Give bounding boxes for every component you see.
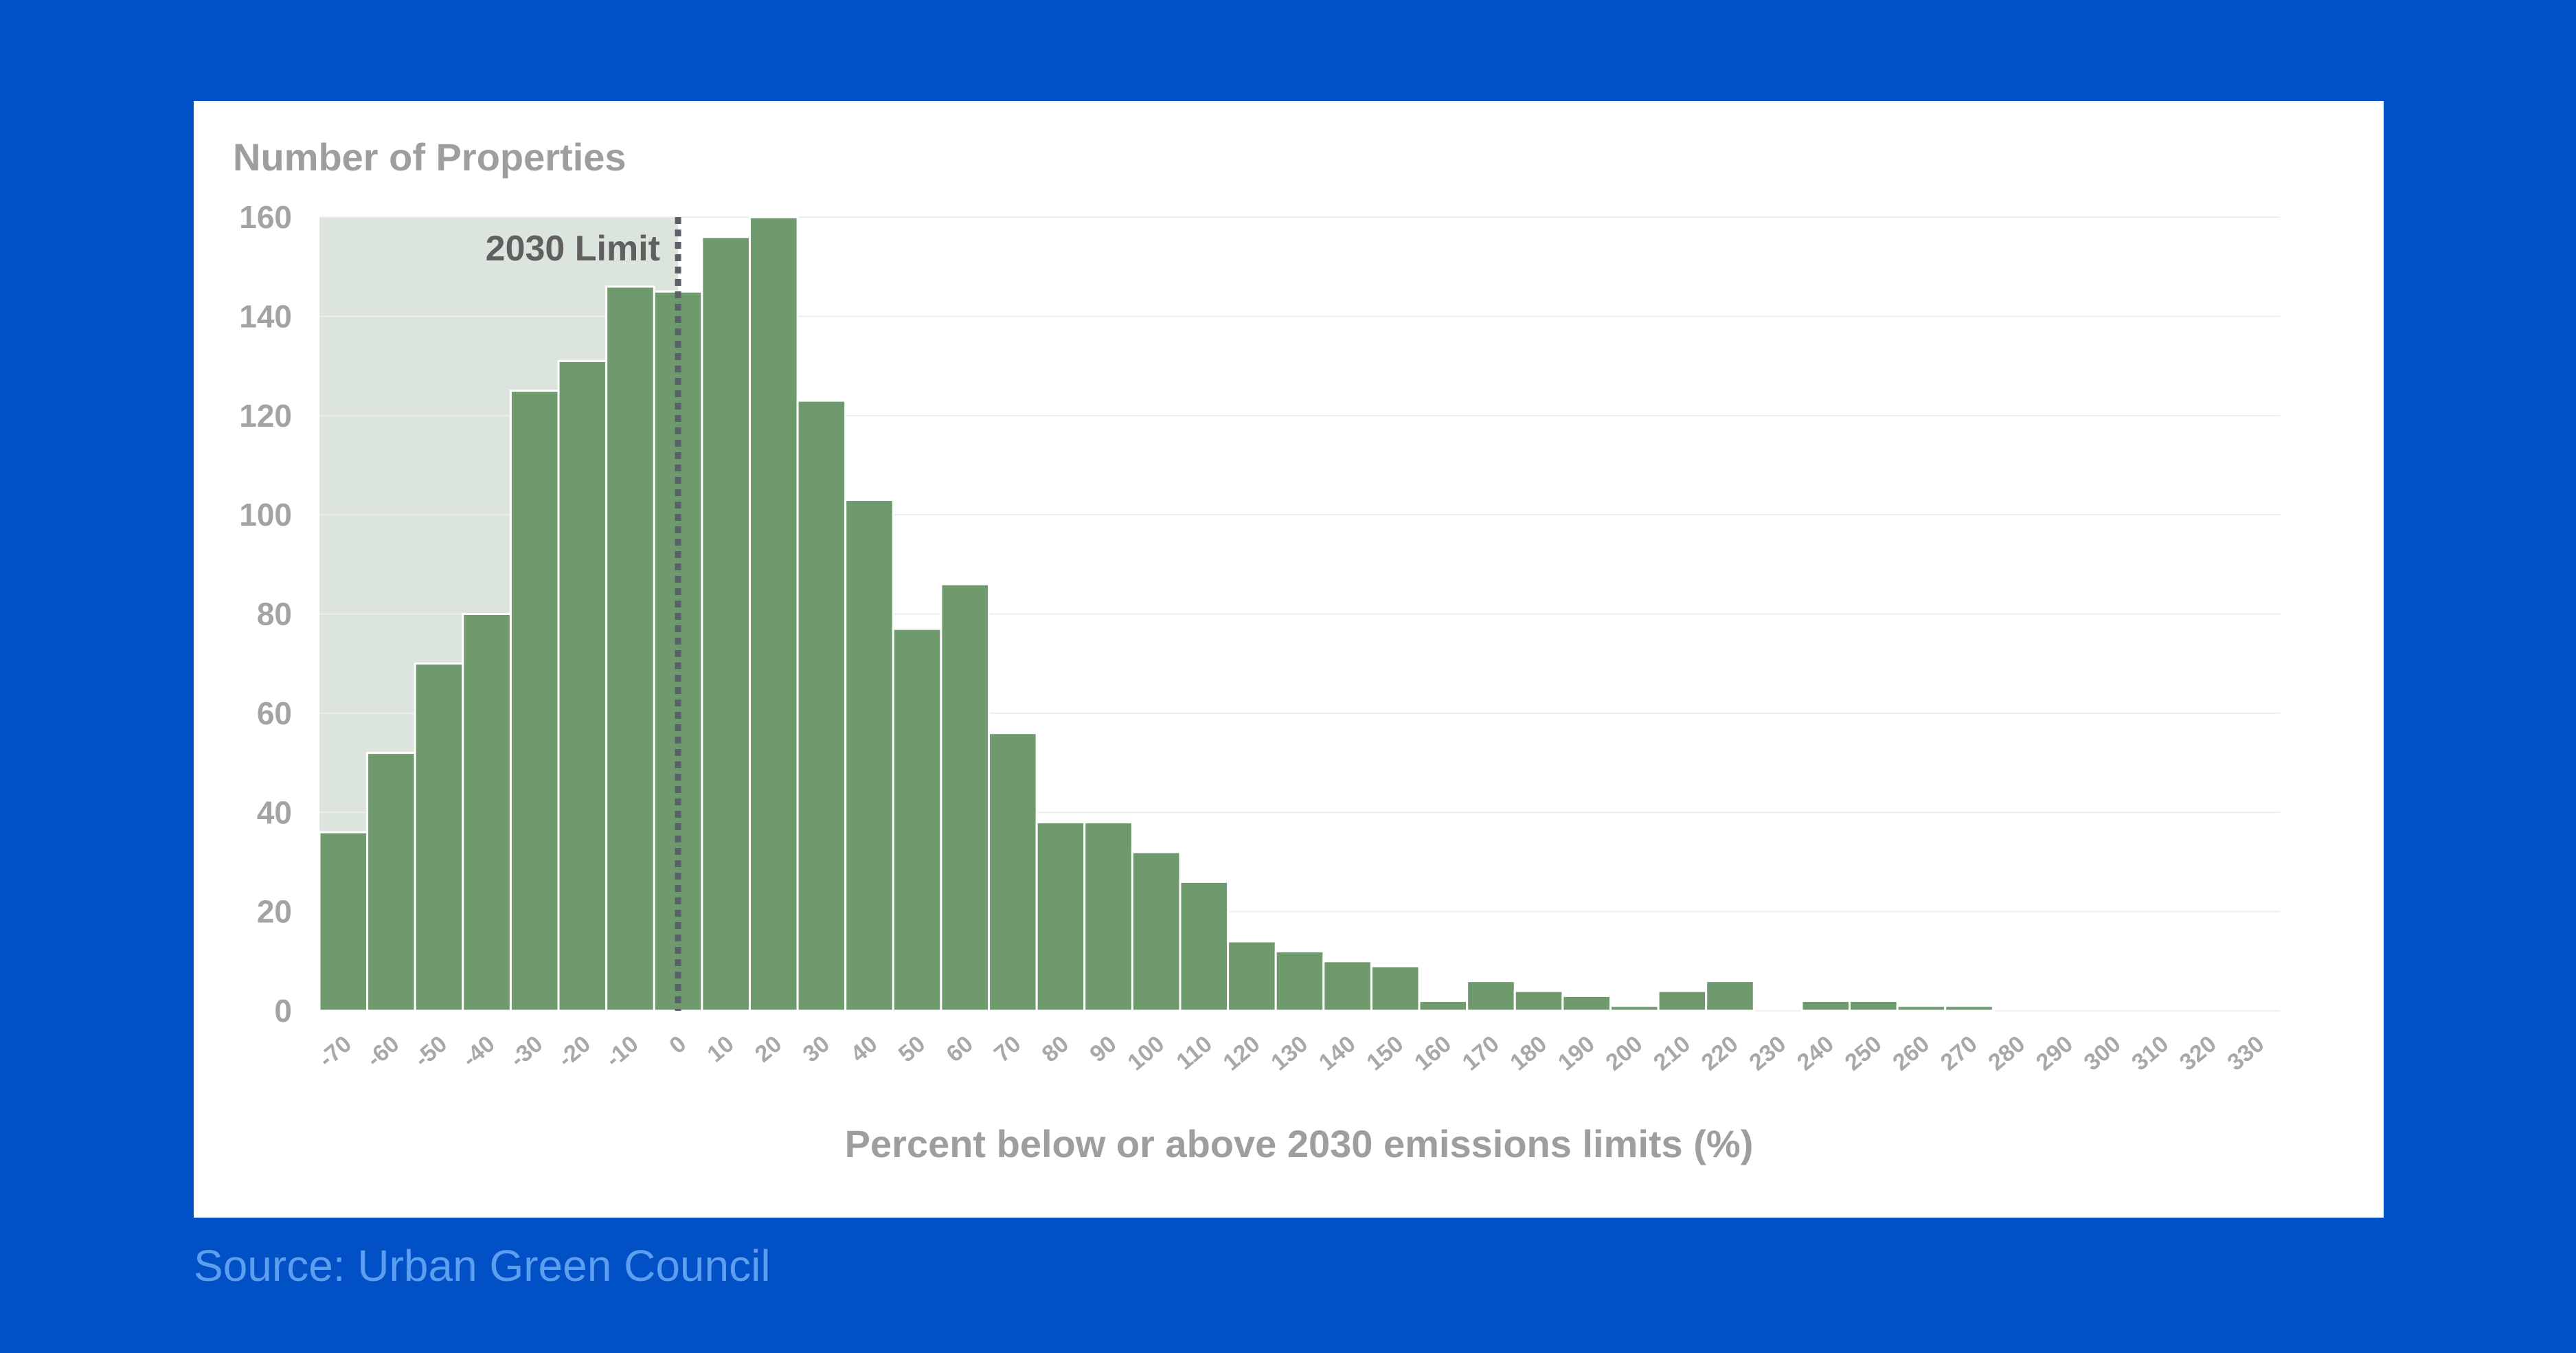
bar	[1131, 851, 1182, 1012]
x-tick-label: 190	[1553, 1031, 1600, 1076]
bar	[844, 498, 894, 1012]
bar	[1179, 880, 1230, 1012]
x-tick-label: -20	[553, 1031, 596, 1073]
x-tick-label: 120	[1219, 1031, 1265, 1076]
x-tick-label: 180	[1505, 1031, 1552, 1076]
x-tick-label: 60	[941, 1031, 978, 1067]
bar	[892, 627, 942, 1012]
bar	[1227, 940, 1277, 1012]
x-tick-label: 310	[2127, 1031, 2173, 1076]
x-tick-label: 320	[2175, 1031, 2222, 1076]
x-tick-label: 10	[702, 1031, 738, 1067]
x-tick-label: 270	[1936, 1031, 1982, 1076]
x-tick-label: 150	[1362, 1031, 1408, 1076]
x-tick-label: 110	[1171, 1031, 1217, 1075]
x-axis-ticks: -70 -60 -50 -40 -30 -20 -10 0 10 20 30 40 50 60 70 80 90…	[314, 1031, 2269, 1076]
bar	[557, 359, 608, 1012]
bar	[1896, 1005, 1947, 1012]
bar	[366, 752, 416, 1012]
x-tick-label: 0	[664, 1031, 691, 1059]
bar	[940, 583, 991, 1012]
y-axis-ticks: 0 20 40 60 80 100 120 140 160	[239, 199, 292, 1029]
bar	[1657, 989, 1708, 1012]
bar	[1944, 1005, 1994, 1012]
x-tick-label: 50	[894, 1031, 930, 1067]
y-tick-label: 40	[257, 794, 292, 830]
bar	[1561, 994, 1612, 1012]
x-tick-label: 80	[1037, 1031, 1074, 1067]
bar	[1370, 965, 1421, 1012]
limit-label: 2030 Limit	[486, 229, 660, 269]
bar	[1418, 1000, 1469, 1012]
bar	[1466, 980, 1516, 1012]
x-tick-label: -70	[314, 1031, 357, 1073]
bar	[1705, 980, 1755, 1012]
x-tick-label: 140	[1314, 1031, 1361, 1076]
x-tick-label: 100	[1122, 1031, 1169, 1076]
x-tick-label: 70	[989, 1031, 1026, 1067]
x-tick-label: 330	[2222, 1031, 2269, 1076]
limit-marker: 2030 Limit	[486, 217, 681, 1011]
x-tick-label: 300	[2079, 1031, 2126, 1076]
bar	[1035, 821, 1086, 1012]
x-tick-label: 260	[1888, 1031, 1934, 1076]
y-tick-label: 120	[239, 398, 292, 434]
y-tick-label: 0	[274, 993, 292, 1029]
x-tick-label: 160	[1410, 1031, 1456, 1076]
x-tick-label: -30	[505, 1031, 547, 1073]
bar	[605, 285, 655, 1012]
y-tick-label: 60	[257, 695, 292, 731]
y-axis-label: Number of Properties	[233, 135, 626, 179]
x-tick-label: -10	[601, 1031, 644, 1073]
x-tick-label: 280	[1983, 1031, 2030, 1076]
y-tick-label: 100	[239, 497, 292, 533]
x-tick-label: -60	[361, 1031, 404, 1073]
x-tick-label: -40	[457, 1031, 500, 1073]
x-tick-label: 170	[1458, 1031, 1504, 1076]
bar	[462, 613, 512, 1012]
x-tick-label: 240	[1792, 1031, 1839, 1076]
x-tick-label: 220	[1697, 1031, 1743, 1076]
x-tick-label: 30	[798, 1031, 835, 1067]
bar	[1800, 1000, 1851, 1012]
bar	[988, 732, 1038, 1012]
x-tick-label: 250	[1840, 1031, 1887, 1076]
chart-card: 2030 Limit 0 20 40 60 80 100 120 140 160 -70 -60-…	[194, 101, 2384, 1218]
bar	[509, 390, 560, 1012]
y-tick-label: 20	[257, 894, 292, 930]
bar	[414, 662, 464, 1012]
x-tick-label: 40	[846, 1031, 882, 1067]
bar	[701, 236, 751, 1012]
x-tick-label: 230	[1744, 1031, 1791, 1076]
bar	[1513, 989, 1564, 1012]
bar	[1322, 960, 1372, 1012]
bar	[1609, 1005, 1660, 1012]
x-tick-label: -50	[409, 1031, 452, 1073]
bar	[318, 831, 369, 1012]
x-tick-label: 290	[2031, 1031, 2078, 1076]
source-caption: Source: Urban Green Council	[194, 1241, 771, 1290]
bar	[1274, 950, 1325, 1012]
bars	[318, 216, 1994, 1012]
x-tick-label: 130	[1266, 1031, 1313, 1076]
y-tick-label: 140	[239, 298, 292, 334]
x-tick-label: 210	[1649, 1031, 1695, 1076]
y-tick-label: 80	[257, 596, 292, 632]
bar	[748, 216, 799, 1012]
x-tick-label: 20	[750, 1031, 787, 1067]
x-tick-label: 200	[1601, 1031, 1648, 1076]
bar	[796, 399, 847, 1012]
y-tick-label: 160	[239, 199, 292, 235]
bar	[1083, 821, 1133, 1012]
x-tick-label: 90	[1085, 1031, 1121, 1067]
x-axis-label: Percent below or above 2030 emissions li…	[845, 1122, 1754, 1165]
bar	[1849, 1000, 1899, 1012]
